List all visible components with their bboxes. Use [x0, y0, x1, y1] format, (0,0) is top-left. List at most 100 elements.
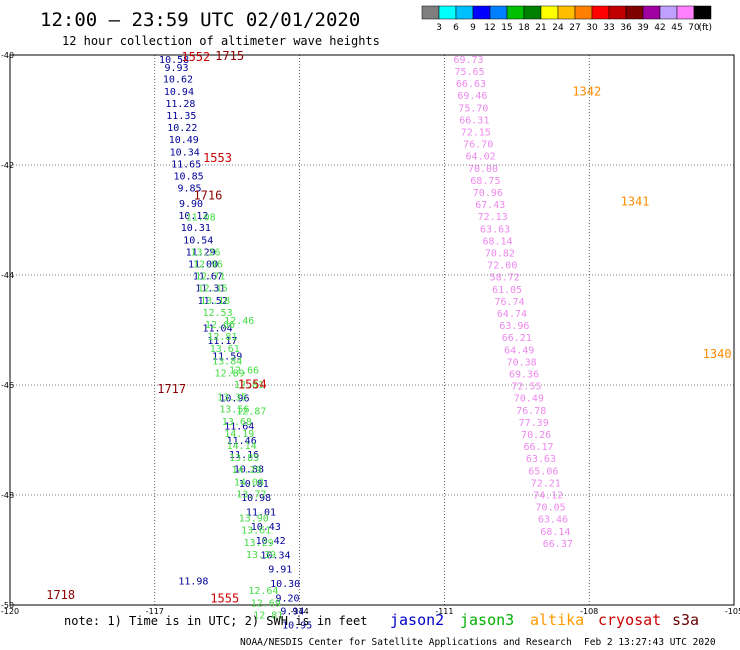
colorbar-label: 24 [552, 23, 564, 33]
colorbar-swatch [625, 5, 644, 20]
data-point: 9.91 [268, 565, 292, 576]
data-point: 9.93 [164, 63, 188, 74]
pass-label: 1342 [572, 84, 601, 98]
legend: jason2 jason3 altika cryosat s3a [390, 611, 699, 629]
data-point: 72.15 [461, 127, 491, 138]
colorbar-swatch [421, 5, 440, 20]
colorbar-swatch [642, 5, 661, 20]
data-point: 67.43 [475, 200, 505, 211]
data-point: 64.74 [497, 309, 527, 320]
data-point: 63.96 [499, 321, 529, 332]
data-point: 11.64 [224, 422, 254, 433]
data-point: 64.02 [466, 152, 496, 163]
data-point: 66.21 [502, 333, 532, 344]
data-point: 11.01 [246, 508, 276, 519]
data-point: 11.16 [229, 450, 259, 461]
colorbar-label: 15 [501, 23, 512, 33]
data-point: 58.72 [490, 273, 520, 284]
data-point: 10.22 [167, 123, 197, 134]
data-point: 69.46 [457, 91, 487, 102]
data-point: 75.70 [458, 103, 488, 114]
data-point: 11.17 [207, 336, 237, 347]
data-point: 11.08 [186, 213, 216, 224]
data-point: 66.63 [456, 79, 486, 90]
data-point: 10.34 [170, 147, 200, 158]
pass-label: 1715 [215, 49, 244, 63]
footer-credit: NOAA/NESDIS Center for Satellite Applica… [240, 637, 572, 648]
plot-frame [9, 54, 735, 606]
colorbar-swatch [506, 5, 525, 20]
data-point: 12.66 [229, 366, 259, 377]
colorbar-swatch [574, 5, 593, 20]
legend-jason2: jason2 [390, 611, 444, 629]
data-point: 68.14 [540, 527, 570, 538]
colorbar-label: 70 [688, 23, 700, 33]
colorbar-label: 9 [470, 23, 476, 33]
footer-note: note: 1) Time is in UTC; 2) SWH is in fe… [64, 614, 367, 628]
data-point: 66.37 [543, 539, 573, 550]
data-point: 61.05 [492, 285, 522, 296]
colorbar-swatch [472, 5, 491, 20]
data-point: 13.56 [219, 405, 249, 416]
data-point: 12.81 [207, 332, 237, 343]
pass-label: 1718 [46, 588, 75, 602]
data-point: 10.62 [163, 75, 193, 86]
data-point: 64.49 [504, 345, 534, 356]
data-point: 13.18 [200, 296, 230, 307]
colorbar-label: 27 [569, 23, 580, 33]
data-point: 70.96 [473, 188, 503, 199]
data-point: 72.55 [511, 382, 541, 393]
x-tick-label: -120 [1, 607, 19, 616]
data-point: 12.89 [215, 368, 245, 379]
data-point: 13.29 [244, 538, 274, 549]
data-point: 13.35 [217, 393, 247, 404]
pass-label: 1555 [210, 591, 239, 605]
data-point: 69.36 [509, 369, 539, 380]
series-jason2: 10.589.9310.6210.9411.2811.3510.2210.491… [159, 55, 312, 631]
data-point: 11.59 [212, 351, 242, 362]
data-point: 13.61 [210, 344, 240, 355]
colorbar-label: 21 [535, 23, 546, 33]
data-point: 63.63 [480, 224, 510, 235]
data-point: 14.08 [234, 477, 264, 488]
colorbar-swatch [489, 5, 508, 20]
data-point: 11.52 [198, 296, 228, 307]
pass-label: 1340 [703, 347, 732, 361]
data-point: 70.49 [514, 394, 544, 405]
data-point: 13.85 [229, 453, 259, 464]
data-point: 13.77 [236, 489, 266, 500]
data-point: 75.65 [454, 67, 484, 78]
legend-altika: altika [530, 611, 584, 629]
colorbar-label: 3 [436, 23, 442, 33]
data-point: 13.68 [222, 417, 252, 428]
data-point: 10.81 [239, 479, 269, 490]
footer-timestamp: Feb 2 13:27:43 UTC 2020 [584, 637, 716, 648]
data-point: 70.38 [507, 357, 537, 368]
pass-label: 1341 [621, 194, 650, 208]
data-point: 10.49 [169, 135, 199, 146]
data-point: 12.96 [193, 259, 223, 270]
pass-label: 1716 [193, 188, 222, 202]
data-point: 10.88 [234, 465, 264, 476]
colorbar-swatch [591, 5, 610, 20]
data-point: 10.96 [219, 394, 249, 405]
colorbar-label: 6 [453, 23, 459, 33]
data-point: 63.46 [538, 515, 568, 526]
x-tick-label: -117 [146, 607, 164, 616]
data-point: 76.74 [495, 297, 525, 308]
data-point: 77.39 [519, 418, 549, 429]
y-tick-label: -40 [1, 51, 14, 60]
data-point: 14.29 [231, 465, 261, 476]
data-point: 10.85 [174, 171, 204, 182]
data-point: 11.00 [188, 259, 218, 270]
colorbar-swatch [693, 5, 712, 20]
pass-label: 1717 [157, 382, 186, 396]
colorbar-swatch [438, 5, 457, 20]
data-point: 70.00 [468, 164, 498, 175]
pass-labels: 1552 1715 1553 1716 1554 1717 1555 1718 1342 1341… [46, 49, 731, 605]
chart-subtitle: 12 hour collection of altimeter wave hei… [62, 34, 380, 48]
data-point: 9.90 [179, 199, 203, 210]
data-point: 11.28 [165, 99, 195, 110]
